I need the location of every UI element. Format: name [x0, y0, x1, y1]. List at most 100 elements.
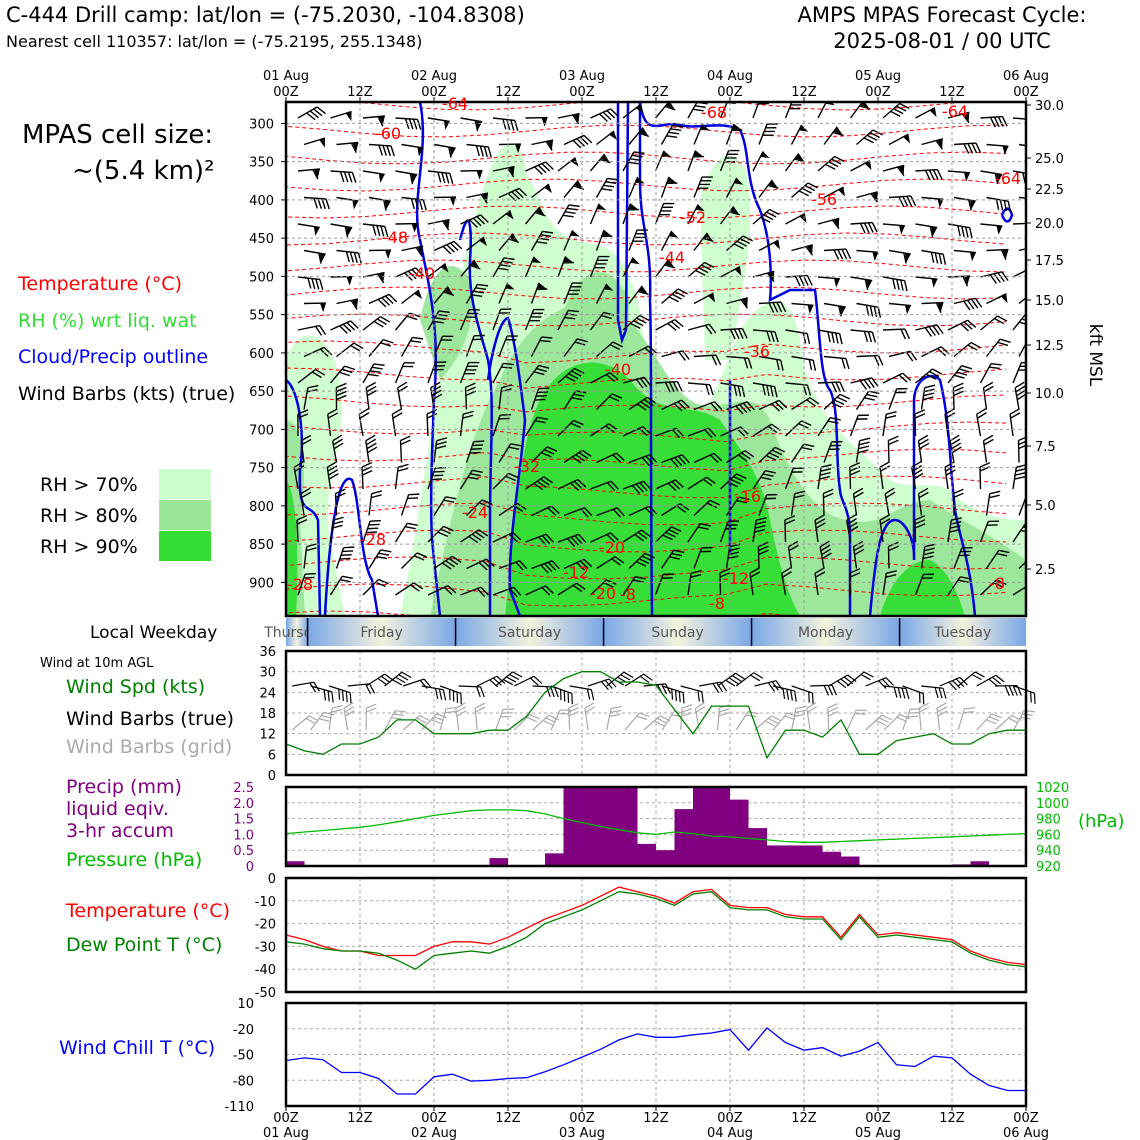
wind-barb	[817, 102, 835, 119]
wind-barb	[661, 350, 690, 361]
wind-barb	[758, 399, 788, 412]
wind-barb	[292, 681, 321, 693]
wind-barb	[850, 221, 878, 234]
cloud-outline	[616, 102, 630, 345]
wind-barb	[330, 320, 359, 334]
kft-tick-label: 22.5	[1035, 183, 1064, 198]
wind-barb	[1018, 288, 1026, 305]
legend-barbs: Wind Barbs (kts) (true)	[18, 383, 236, 405]
precip-bar	[619, 787, 638, 866]
temperature-label: -52	[680, 208, 706, 227]
wind-barb	[330, 170, 357, 183]
wind-barb	[433, 286, 455, 304]
wind-barb	[752, 151, 770, 172]
precip-bar	[767, 845, 786, 866]
wind-barb	[752, 329, 779, 343]
weekday-segment	[455, 618, 604, 646]
bottom-day-label: 03 Aug	[559, 1126, 605, 1140]
wind-barb	[817, 417, 841, 437]
wind-barb	[693, 292, 716, 305]
wind-barb	[524, 364, 550, 384]
weekday-segment	[286, 618, 308, 646]
bottom-hour-label: 12Z	[791, 1111, 817, 1126]
y-tick-label: 24	[259, 686, 276, 701]
wind-barb	[596, 341, 623, 358]
wind-barb	[492, 413, 511, 437]
bottom-day-label: 04 Aug	[707, 1126, 753, 1140]
wind-barb	[846, 671, 874, 687]
wind-barb	[758, 301, 787, 313]
wind-barb	[920, 384, 936, 410]
wind-barb	[817, 381, 846, 393]
wind-barb	[882, 570, 897, 596]
wind-barb	[915, 276, 938, 288]
wind-barb	[720, 382, 746, 398]
top-hour-label: 00Z	[717, 85, 743, 100]
wind-barb	[915, 368, 943, 384]
wind-barb	[752, 382, 778, 398]
cloud-outline	[1000, 207, 1014, 223]
wind-barb	[300, 434, 312, 463]
wind-barb	[660, 549, 685, 569]
top-hour-label: 12Z	[791, 85, 817, 100]
panel-frame	[284, 876, 1028, 994]
wind-barb	[327, 408, 339, 437]
wind-barb	[624, 712, 650, 731]
bottom-hour-label: 12Z	[643, 1111, 669, 1126]
wind-barb	[661, 288, 688, 305]
wind-barb	[384, 710, 406, 731]
wind-barb	[979, 462, 991, 490]
temperature-contour	[286, 340, 1007, 364]
wind-barb	[856, 249, 879, 262]
legend-precip-3: 3-hr accum	[66, 820, 174, 842]
wind-barb	[791, 182, 818, 199]
wind-barb	[920, 543, 936, 569]
wind-barb	[492, 531, 522, 543]
wind-barb	[791, 685, 814, 704]
wind-barb	[910, 461, 924, 490]
precip-bar	[804, 845, 823, 866]
wind-barb	[902, 685, 925, 705]
rh-shading	[286, 143, 1026, 616]
temperature-contour	[286, 448, 1007, 472]
wind-barb	[368, 549, 392, 569]
precip-bar	[693, 787, 712, 866]
temperature-contour	[286, 421, 1007, 443]
temperature-label: -20	[599, 538, 625, 557]
wind-barb	[606, 705, 622, 731]
wind-barb	[1009, 408, 1021, 437]
wind-barb	[785, 274, 813, 287]
temperature-label: -20	[590, 584, 616, 603]
wind-barb	[459, 469, 483, 490]
y-tick-label: -80	[233, 1074, 254, 1089]
wind-barb	[524, 256, 542, 278]
wind-barb	[427, 117, 450, 130]
wind-barb	[384, 671, 412, 687]
wind-barb	[693, 401, 723, 412]
wind-barb	[622, 104, 644, 119]
wind-barb	[980, 271, 1009, 284]
wind-barb	[693, 499, 721, 517]
wind-barb	[401, 143, 424, 157]
wind-barb	[814, 567, 826, 596]
legend-wind-barbs-true: Wind Barbs (true)	[66, 708, 235, 730]
wind-barb	[459, 361, 480, 384]
wind-barb	[557, 256, 574, 278]
wind-barb	[525, 585, 554, 596]
wind-barb	[362, 223, 389, 238]
wind-barb	[365, 434, 378, 463]
wind-barb	[982, 434, 994, 463]
wind-barb	[791, 302, 814, 315]
wind-barb	[882, 411, 897, 437]
bottom-hour-label: 00Z	[865, 1111, 891, 1126]
wind-barb	[888, 387, 908, 410]
upper-wind-barbs	[293, 102, 1026, 598]
wind-barb	[823, 393, 851, 411]
wind-barb	[328, 685, 352, 704]
wind-barb	[914, 515, 926, 543]
wind-barb	[986, 248, 1009, 260]
wind-barb	[622, 203, 639, 225]
wind-barb	[401, 552, 428, 569]
wind-barb	[982, 381, 994, 410]
